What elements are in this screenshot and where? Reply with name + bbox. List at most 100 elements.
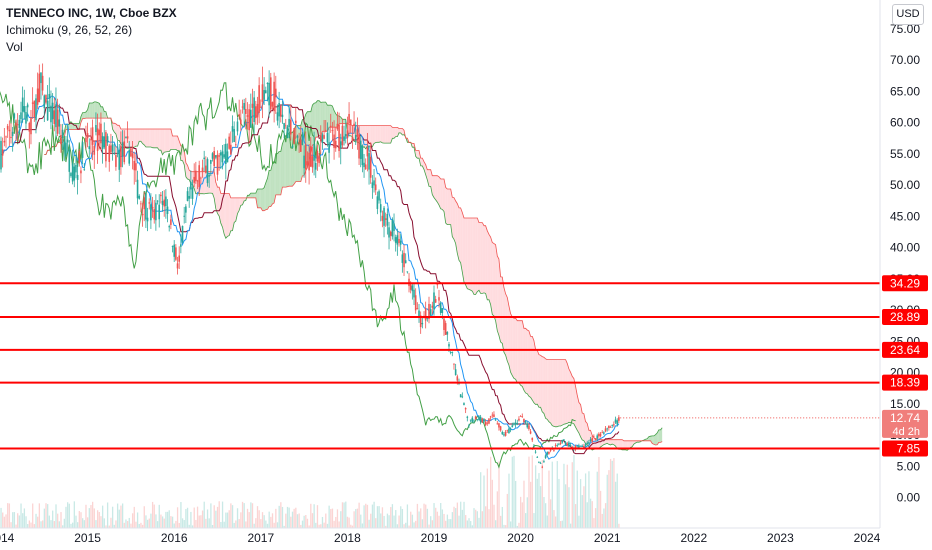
volume-bar (461, 509, 464, 528)
volume-bar (541, 460, 543, 528)
candle-body (424, 308, 427, 321)
horizontal-levels[interactable] (0, 282, 880, 450)
level-price-tag (882, 440, 928, 457)
volume-bar (42, 520, 44, 528)
candle-body (421, 322, 424, 325)
ichimoku-label[interactable]: Ichimoku (9, 26, 52, 26) (6, 23, 133, 37)
y-tick-label: 55.00 (890, 147, 920, 161)
volume-bar (260, 519, 262, 528)
candle-body (558, 443, 560, 445)
volume-bar (18, 515, 21, 528)
volume-bar (351, 525, 354, 528)
time-axis[interactable]: 2014 2015 2016 2017 2018 2019 2020 2021 2022 2023… (0, 527, 881, 545)
currency-button[interactable]: USD (892, 4, 924, 25)
cloud-segment (372, 125, 375, 147)
cloud-segment (424, 161, 426, 175)
cloud-segment (452, 197, 454, 240)
cloud-segment (210, 171, 213, 194)
candle-body (123, 141, 126, 163)
cloud-segment (490, 236, 493, 315)
price-axis[interactable]: 0.005.0010.0015.0020.0025.0030.0035.0040… (879, 0, 920, 528)
y-tick-label: 15.00 (890, 397, 920, 411)
candle-body (95, 125, 97, 133)
candle-body (68, 149, 71, 172)
volume-bar (480, 472, 482, 528)
candle-body (48, 94, 51, 99)
cloud-segment (122, 128, 125, 145)
candle-body (255, 106, 257, 119)
volume-bar (190, 511, 192, 528)
cloud-segment (222, 193, 225, 235)
candle-body (344, 134, 347, 137)
candle-body (50, 105, 52, 123)
candle-body (529, 431, 532, 434)
cloud-segment (204, 171, 206, 194)
volume-bar (523, 480, 525, 528)
y-tick-label: 40.00 (890, 241, 920, 255)
candle-body (225, 143, 227, 165)
candle-body (334, 140, 337, 149)
volume-bar (355, 509, 357, 528)
x-tick-label: 2016 (161, 531, 188, 545)
volume-bar (106, 502, 109, 528)
cloud-segment (184, 149, 186, 177)
candle-body (181, 225, 184, 243)
candle-body (381, 215, 384, 221)
candle-body (366, 147, 369, 157)
volume-bar (611, 460, 613, 528)
volume-bar (353, 511, 355, 528)
volume-bar (598, 456, 600, 528)
candle-body (250, 109, 252, 128)
volume-bar (303, 515, 305, 528)
candle-body (191, 187, 194, 199)
cloud-segment (478, 222, 481, 294)
candle-body (165, 196, 167, 207)
volume-bar (403, 524, 405, 528)
cloud-segment (455, 200, 458, 254)
volume-bar (90, 505, 92, 528)
volume-bar (218, 501, 220, 528)
cloud-segment (339, 115, 341, 124)
candle-body (326, 132, 329, 143)
cloud-segment (389, 125, 391, 144)
volume-bar (273, 522, 275, 528)
candle-body (474, 416, 477, 420)
symbol-title[interactable]: TENNECO INC, 1W, Cboe BZX (6, 6, 177, 20)
cloud-segment (495, 244, 498, 331)
candle-body (183, 215, 185, 217)
volume-bar (566, 464, 568, 528)
candle-body (230, 144, 232, 155)
volume-bar (221, 501, 224, 528)
candle-body (419, 315, 422, 328)
volume-bar (316, 505, 319, 528)
cloud-segment (462, 212, 464, 283)
volume-bar (170, 516, 172, 528)
candle-body (36, 88, 39, 105)
volume-bar (360, 514, 362, 528)
candle-body (291, 146, 294, 148)
cloud-segment (399, 128, 401, 133)
volume-bar (425, 504, 427, 528)
candle-body (576, 445, 579, 447)
cloud-segment (595, 439, 598, 450)
candle-body (138, 195, 141, 199)
volume-bar (280, 502, 282, 528)
candle-body (601, 432, 604, 434)
x-tick-label: 2014 (0, 531, 15, 545)
volume-bar (569, 523, 572, 528)
bar-countdown: 4d 2h (892, 426, 920, 438)
volume-bar (248, 512, 250, 528)
volume-label[interactable]: Vol (6, 40, 23, 54)
cloud-segment (487, 230, 489, 300)
volume-bar (55, 504, 57, 528)
volume-bar (186, 507, 189, 528)
volume-bar (380, 513, 382, 528)
cloud-segment (633, 440, 636, 445)
volume-bar (593, 518, 595, 528)
volume-bar (381, 507, 384, 528)
candle-body (464, 407, 467, 410)
volume-bar (456, 502, 459, 528)
volume-bar (148, 518, 150, 528)
